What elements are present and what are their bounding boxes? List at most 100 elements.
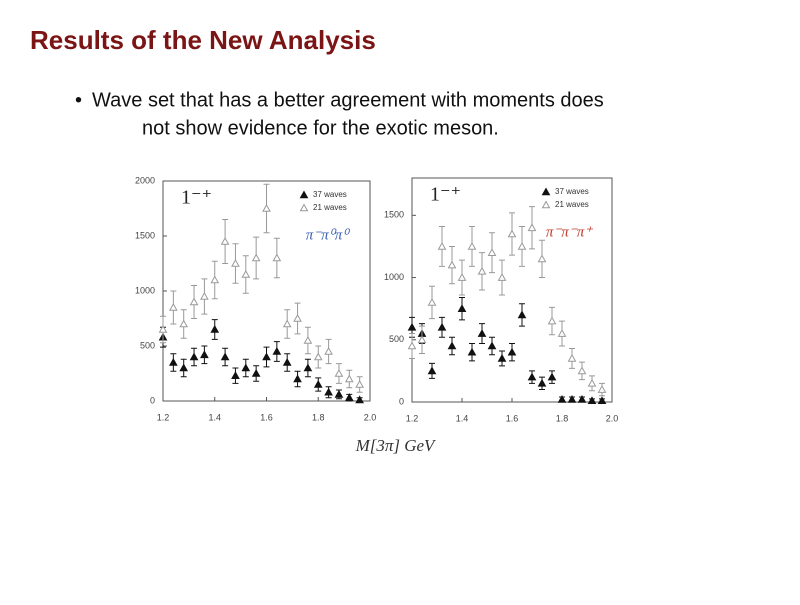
data-point: [324, 346, 333, 355]
x-tick-label: 1.8: [312, 412, 325, 422]
data-point: [344, 393, 354, 401]
data-point: [220, 352, 230, 361]
legend-label: 37 waves: [313, 190, 347, 199]
data-point: [487, 341, 497, 350]
data-point: [241, 269, 251, 278]
data-point: [262, 352, 271, 361]
data-point: [467, 347, 477, 356]
y-tick-label: 0: [399, 396, 404, 406]
data-point: [293, 374, 302, 383]
data-point: [437, 241, 447, 250]
data-point: [231, 258, 240, 267]
bullet-line: Wave set that has a better agreement wit…: [92, 89, 604, 111]
data-point: [477, 329, 487, 337]
data-point: [241, 363, 251, 372]
data-point: [497, 273, 507, 281]
data-point: [557, 394, 567, 403]
data-point: [477, 266, 487, 275]
data-point: [179, 319, 189, 328]
x-tick-label: 2.0: [606, 413, 619, 423]
data-point: [334, 368, 344, 377]
legend-label: 21 waves: [555, 200, 589, 209]
data-point: [527, 372, 537, 381]
data-point: [272, 253, 282, 262]
legend-label: 21 waves: [313, 203, 347, 212]
channel-label: π⁻π⁻π⁺: [546, 224, 593, 240]
data-point: [517, 310, 527, 319]
data-point: [282, 357, 292, 366]
y-tick-label: 1500: [135, 230, 155, 240]
data-point: [577, 394, 587, 403]
y-tick-label: 1000: [135, 285, 155, 295]
data-point: [200, 350, 209, 359]
data-point: [507, 229, 517, 238]
data-point: [189, 352, 199, 361]
data-point: [557, 329, 567, 337]
data-point: [169, 302, 178, 311]
data-point: [303, 335, 313, 344]
wave-label: 1⁻⁺: [430, 184, 461, 206]
data-point: [537, 378, 547, 387]
x-axis-label: M[3π] GeV: [355, 436, 437, 455]
bullet-dot: •: [75, 89, 82, 111]
y-tick-label: 0: [150, 395, 155, 405]
x-tick-label: 2.0: [364, 412, 377, 422]
data-point: [251, 368, 261, 377]
data-point: [447, 341, 457, 350]
y-tick-label: 500: [140, 340, 155, 350]
data-point: [169, 357, 178, 366]
data-point: [293, 313, 302, 322]
data-point: [497, 353, 507, 362]
data-point: [537, 254, 547, 263]
bullet-line: not show evidence for the exotic meson.: [142, 117, 499, 139]
x-tick-label: 1.2: [157, 412, 170, 422]
legend-marker: [299, 190, 309, 199]
data-point: [158, 324, 168, 333]
data-point: [467, 241, 477, 250]
data-point: [487, 248, 497, 256]
data-point: [577, 366, 587, 375]
x-tick-label: 1.6: [506, 413, 519, 423]
y-tick-label: 1000: [384, 272, 404, 282]
wave-label: 1⁻⁺: [181, 187, 212, 209]
data-point: [282, 319, 292, 328]
data-point: [407, 322, 417, 331]
data-point: [200, 291, 209, 300]
data-point: [437, 322, 447, 331]
legend-marker: [541, 200, 551, 209]
data-point: [210, 324, 220, 333]
data-point: [597, 396, 607, 405]
legend-label: 37 waves: [555, 187, 589, 196]
data-point: [355, 395, 364, 404]
data-point: [447, 260, 457, 269]
data-point: [457, 273, 467, 281]
data-point: [355, 379, 364, 388]
data-point: [567, 353, 577, 362]
data-point: [220, 236, 230, 245]
y-tick-label: 2000: [135, 175, 155, 185]
data-point: [334, 389, 344, 398]
data-point: [324, 387, 333, 396]
data-point: [262, 203, 271, 212]
data-point: [313, 352, 323, 361]
y-tick-label: 1500: [384, 210, 404, 220]
data-point: [179, 363, 189, 372]
data-point: [303, 363, 313, 372]
data-point: [407, 341, 417, 350]
data-point: [547, 372, 557, 381]
x-tick-label: 1.4: [208, 412, 221, 422]
x-tick-label: 1.2: [406, 413, 419, 423]
slide-title: Results of the New Analysis: [30, 25, 376, 55]
x-tick-label: 1.8: [556, 413, 569, 423]
data-point: [210, 275, 220, 284]
data-point: [547, 316, 557, 325]
data-point: [507, 347, 517, 356]
data-point: [587, 396, 597, 405]
x-tick-label: 1.4: [456, 413, 469, 423]
y-tick-label: 500: [389, 334, 404, 344]
data-point: [313, 379, 323, 388]
data-point: [527, 223, 537, 232]
data-point: [587, 378, 597, 387]
